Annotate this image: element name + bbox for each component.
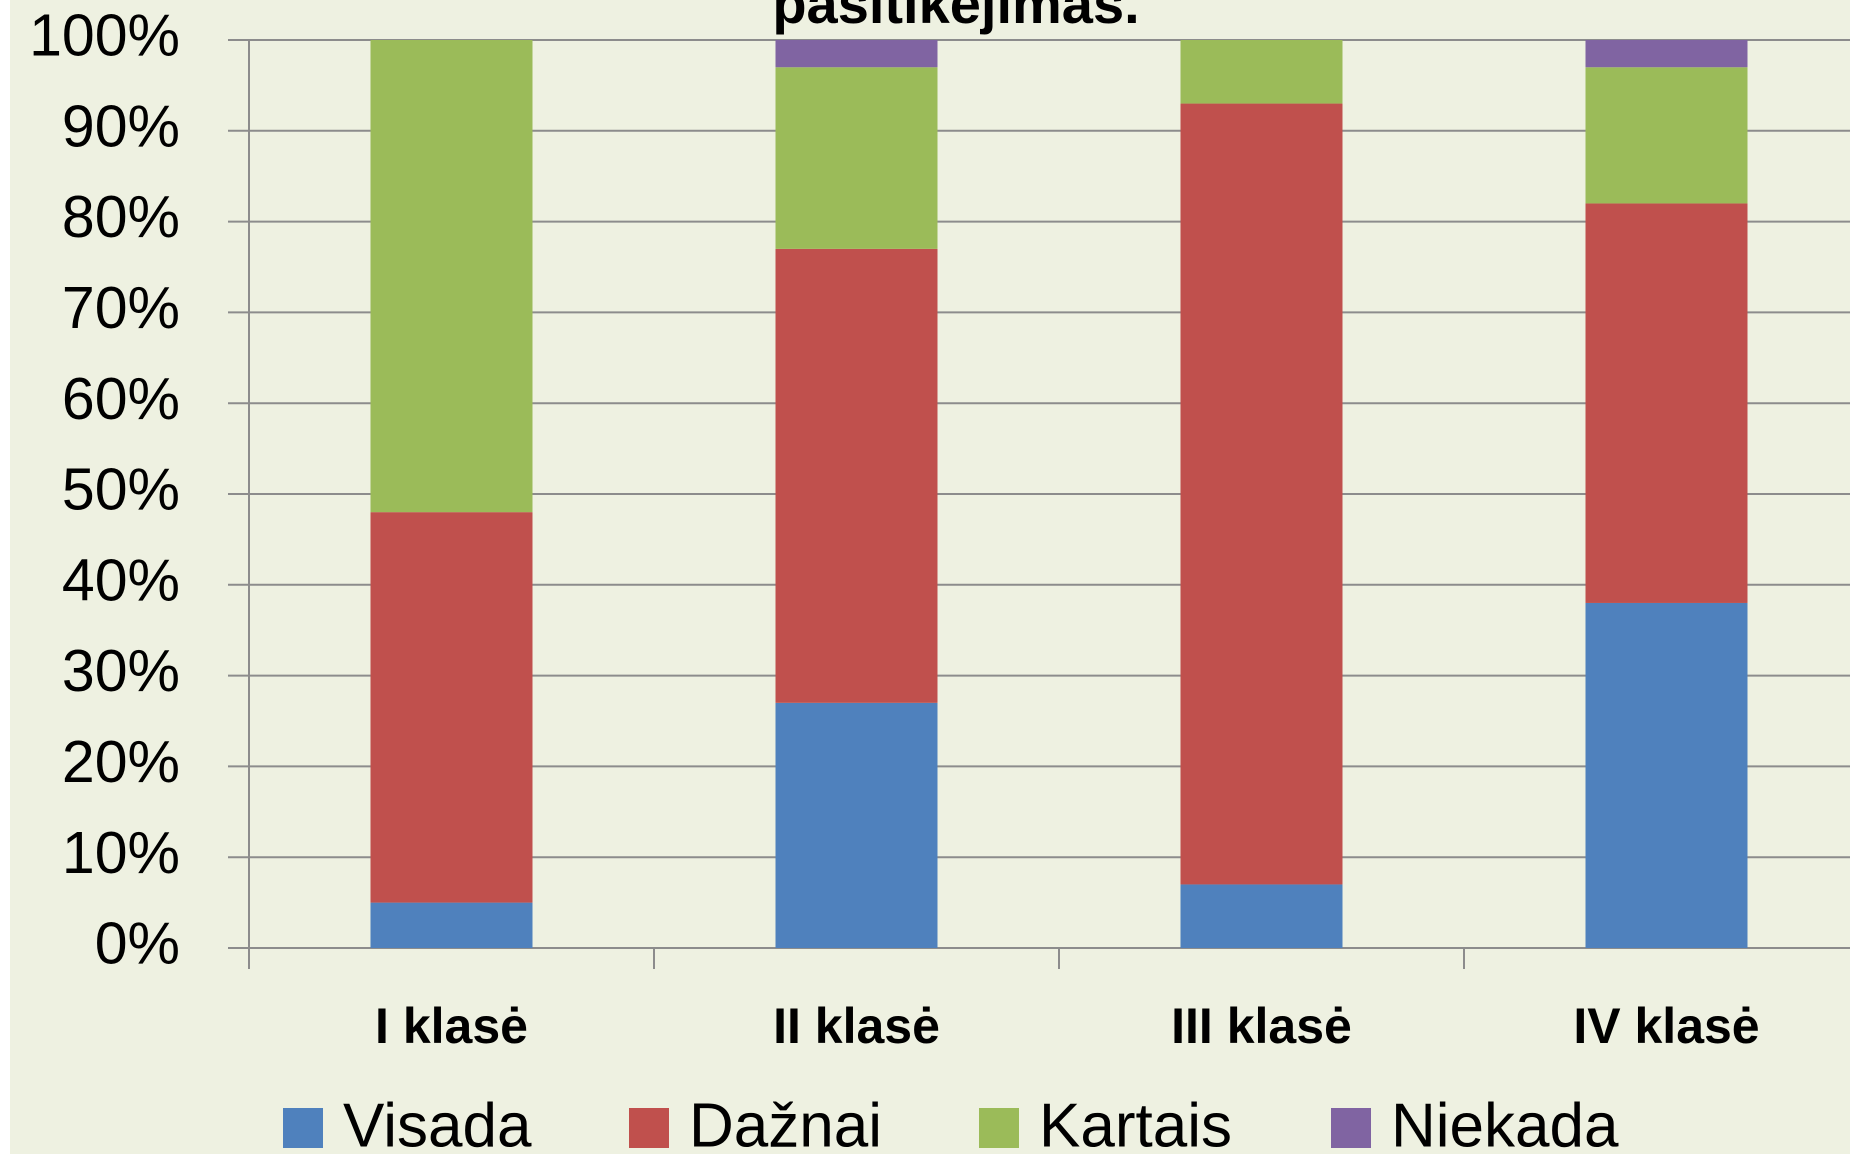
y-tick-label: 0% bbox=[95, 911, 180, 977]
bar-segment bbox=[775, 40, 938, 68]
legend-label: Niekada bbox=[1391, 1091, 1619, 1154]
legend-label: Dažnai bbox=[689, 1091, 882, 1154]
x-tick-label: IV klasė bbox=[1573, 998, 1759, 1054]
bar-segment bbox=[1585, 40, 1748, 68]
y-tick-label: 50% bbox=[62, 457, 180, 523]
bar-segment bbox=[370, 40, 533, 513]
bar-segment bbox=[370, 902, 533, 948]
y-tick-label: 80% bbox=[62, 184, 180, 250]
bar-segment bbox=[1585, 203, 1748, 603]
legend-label: Visada bbox=[343, 1091, 532, 1154]
bar-segment bbox=[1585, 602, 1748, 948]
x-tick-label: I klasė bbox=[375, 998, 528, 1054]
bar-segment bbox=[1180, 103, 1343, 885]
y-tick-label: 90% bbox=[62, 93, 180, 159]
y-tick-label: 60% bbox=[62, 366, 180, 432]
y-tick-label: 10% bbox=[62, 820, 180, 886]
bar-segment bbox=[370, 512, 533, 903]
bar-segment bbox=[1585, 67, 1748, 204]
bar-segment bbox=[775, 67, 938, 249]
y-tick-label: 20% bbox=[62, 729, 180, 795]
chart-title: pasitikėjimas. bbox=[772, 0, 1139, 35]
y-tick-label: 100% bbox=[29, 3, 180, 69]
bar-segment bbox=[775, 702, 938, 948]
legend-swatch bbox=[979, 1108, 1019, 1148]
x-tick-label: III klasė bbox=[1171, 998, 1352, 1054]
bar-segment bbox=[1180, 40, 1343, 104]
legend-swatch bbox=[1331, 1108, 1371, 1148]
x-tick-label: II klasė bbox=[773, 998, 940, 1054]
bar-segment bbox=[775, 248, 938, 703]
y-tick-label: 70% bbox=[62, 275, 180, 341]
y-tick-label: 40% bbox=[62, 547, 180, 613]
legend-swatch bbox=[629, 1108, 669, 1148]
y-tick-label: 30% bbox=[62, 638, 180, 704]
legend-label: Kartais bbox=[1039, 1091, 1232, 1154]
legend-swatch bbox=[283, 1108, 323, 1148]
bar-segment bbox=[1180, 884, 1343, 948]
